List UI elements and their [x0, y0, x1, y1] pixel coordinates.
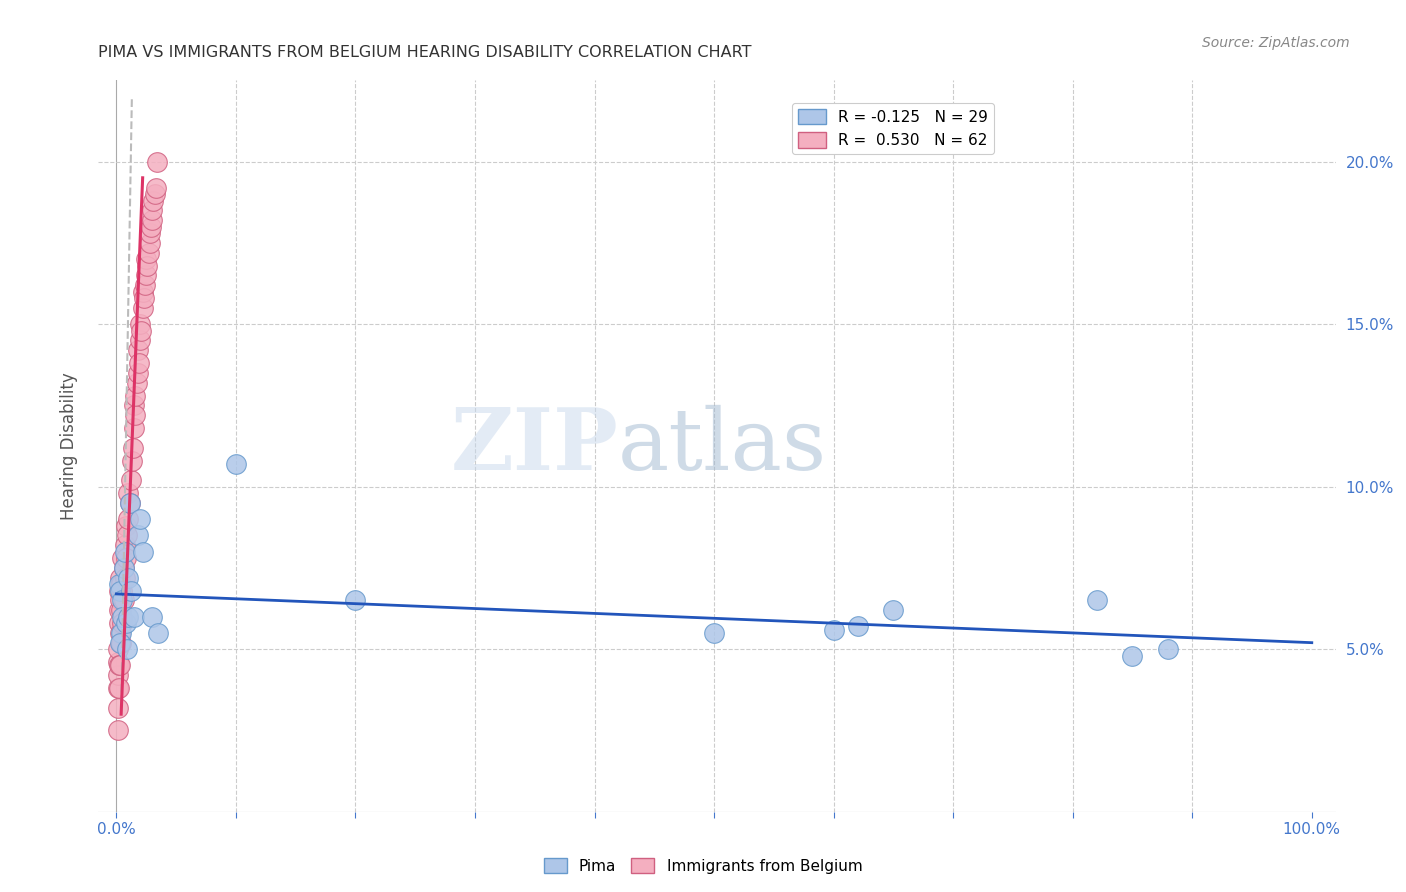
Point — [139, 235, 162, 250]
Point — [142, 194, 165, 208]
Point — [141, 203, 163, 218]
Point — [115, 551, 138, 566]
Y-axis label: Hearing Disability: Hearing Disability — [59, 372, 77, 520]
Point — [344, 593, 367, 607]
Point — [117, 571, 139, 585]
Point — [141, 213, 163, 227]
Point — [111, 551, 134, 566]
Point — [120, 583, 142, 598]
Point — [108, 626, 131, 640]
Point — [124, 421, 146, 435]
Text: atlas: atlas — [619, 404, 827, 488]
Text: PIMA VS IMMIGRANTS FROM BELGIUM HEARING DISABILITY CORRELATION CHART: PIMA VS IMMIGRANTS FROM BELGIUM HEARING … — [98, 45, 752, 60]
Point — [107, 655, 129, 669]
Point — [117, 486, 139, 500]
Point — [114, 544, 136, 558]
Point — [115, 528, 138, 542]
Point — [136, 259, 159, 273]
Point — [148, 626, 170, 640]
Point — [107, 616, 129, 631]
Point — [132, 291, 155, 305]
Point — [107, 681, 129, 696]
Point — [115, 518, 138, 533]
Point — [108, 571, 131, 585]
Point — [111, 616, 134, 631]
Point — [127, 528, 149, 542]
Point — [125, 376, 148, 390]
Point — [118, 496, 141, 510]
Legend: R = -0.125   N = 29, R =  0.530   N = 62: R = -0.125 N = 29, R = 0.530 N = 62 — [792, 103, 994, 154]
Point — [110, 603, 132, 617]
Point — [131, 544, 153, 558]
Point — [823, 623, 845, 637]
Point — [110, 626, 132, 640]
Point — [146, 154, 169, 169]
Point — [120, 473, 142, 487]
Point — [1085, 593, 1108, 607]
Point — [114, 571, 136, 585]
Point — [108, 658, 131, 673]
Point — [107, 583, 129, 598]
Point — [139, 219, 162, 234]
Point — [107, 668, 129, 682]
Point — [1121, 648, 1143, 663]
Point — [703, 626, 725, 640]
Point — [115, 642, 138, 657]
Point — [135, 252, 157, 266]
Point — [107, 681, 129, 696]
Point — [118, 496, 141, 510]
Point — [108, 583, 131, 598]
Point — [143, 187, 166, 202]
Text: ZIP: ZIP — [450, 404, 619, 488]
Point — [131, 324, 153, 338]
Point — [112, 561, 135, 575]
Point — [108, 635, 131, 649]
Point — [141, 609, 163, 624]
Point — [846, 619, 869, 633]
Point — [111, 593, 134, 607]
Point — [135, 268, 157, 283]
Point — [129, 317, 152, 331]
Point — [122, 441, 145, 455]
Point — [145, 180, 167, 194]
Point — [124, 408, 146, 422]
Point — [108, 593, 131, 607]
Point — [107, 723, 129, 738]
Point — [117, 512, 139, 526]
Point — [112, 593, 135, 607]
Point — [112, 561, 135, 575]
Point — [128, 356, 150, 370]
Point — [107, 658, 129, 673]
Point — [121, 453, 143, 467]
Point — [882, 603, 904, 617]
Point — [131, 301, 153, 315]
Point — [134, 278, 156, 293]
Point — [127, 366, 149, 380]
Point — [124, 398, 146, 412]
Point — [127, 343, 149, 357]
Point — [124, 609, 146, 624]
Point — [225, 457, 247, 471]
Point — [111, 583, 134, 598]
Point — [129, 512, 152, 526]
Point — [107, 577, 129, 591]
Point — [131, 285, 153, 299]
Point — [110, 577, 132, 591]
Point — [124, 389, 146, 403]
Point — [114, 538, 136, 552]
Legend: Pima, Immigrants from Belgium: Pima, Immigrants from Belgium — [537, 852, 869, 880]
Point — [138, 245, 160, 260]
Point — [107, 700, 129, 714]
Point — [1157, 642, 1180, 657]
Point — [111, 609, 134, 624]
Point — [139, 226, 162, 240]
Point — [110, 635, 132, 649]
Point — [107, 642, 129, 657]
Point — [107, 603, 129, 617]
Point — [117, 609, 139, 624]
Point — [129, 334, 152, 348]
Text: Source: ZipAtlas.com: Source: ZipAtlas.com — [1202, 36, 1350, 50]
Point — [115, 616, 138, 631]
